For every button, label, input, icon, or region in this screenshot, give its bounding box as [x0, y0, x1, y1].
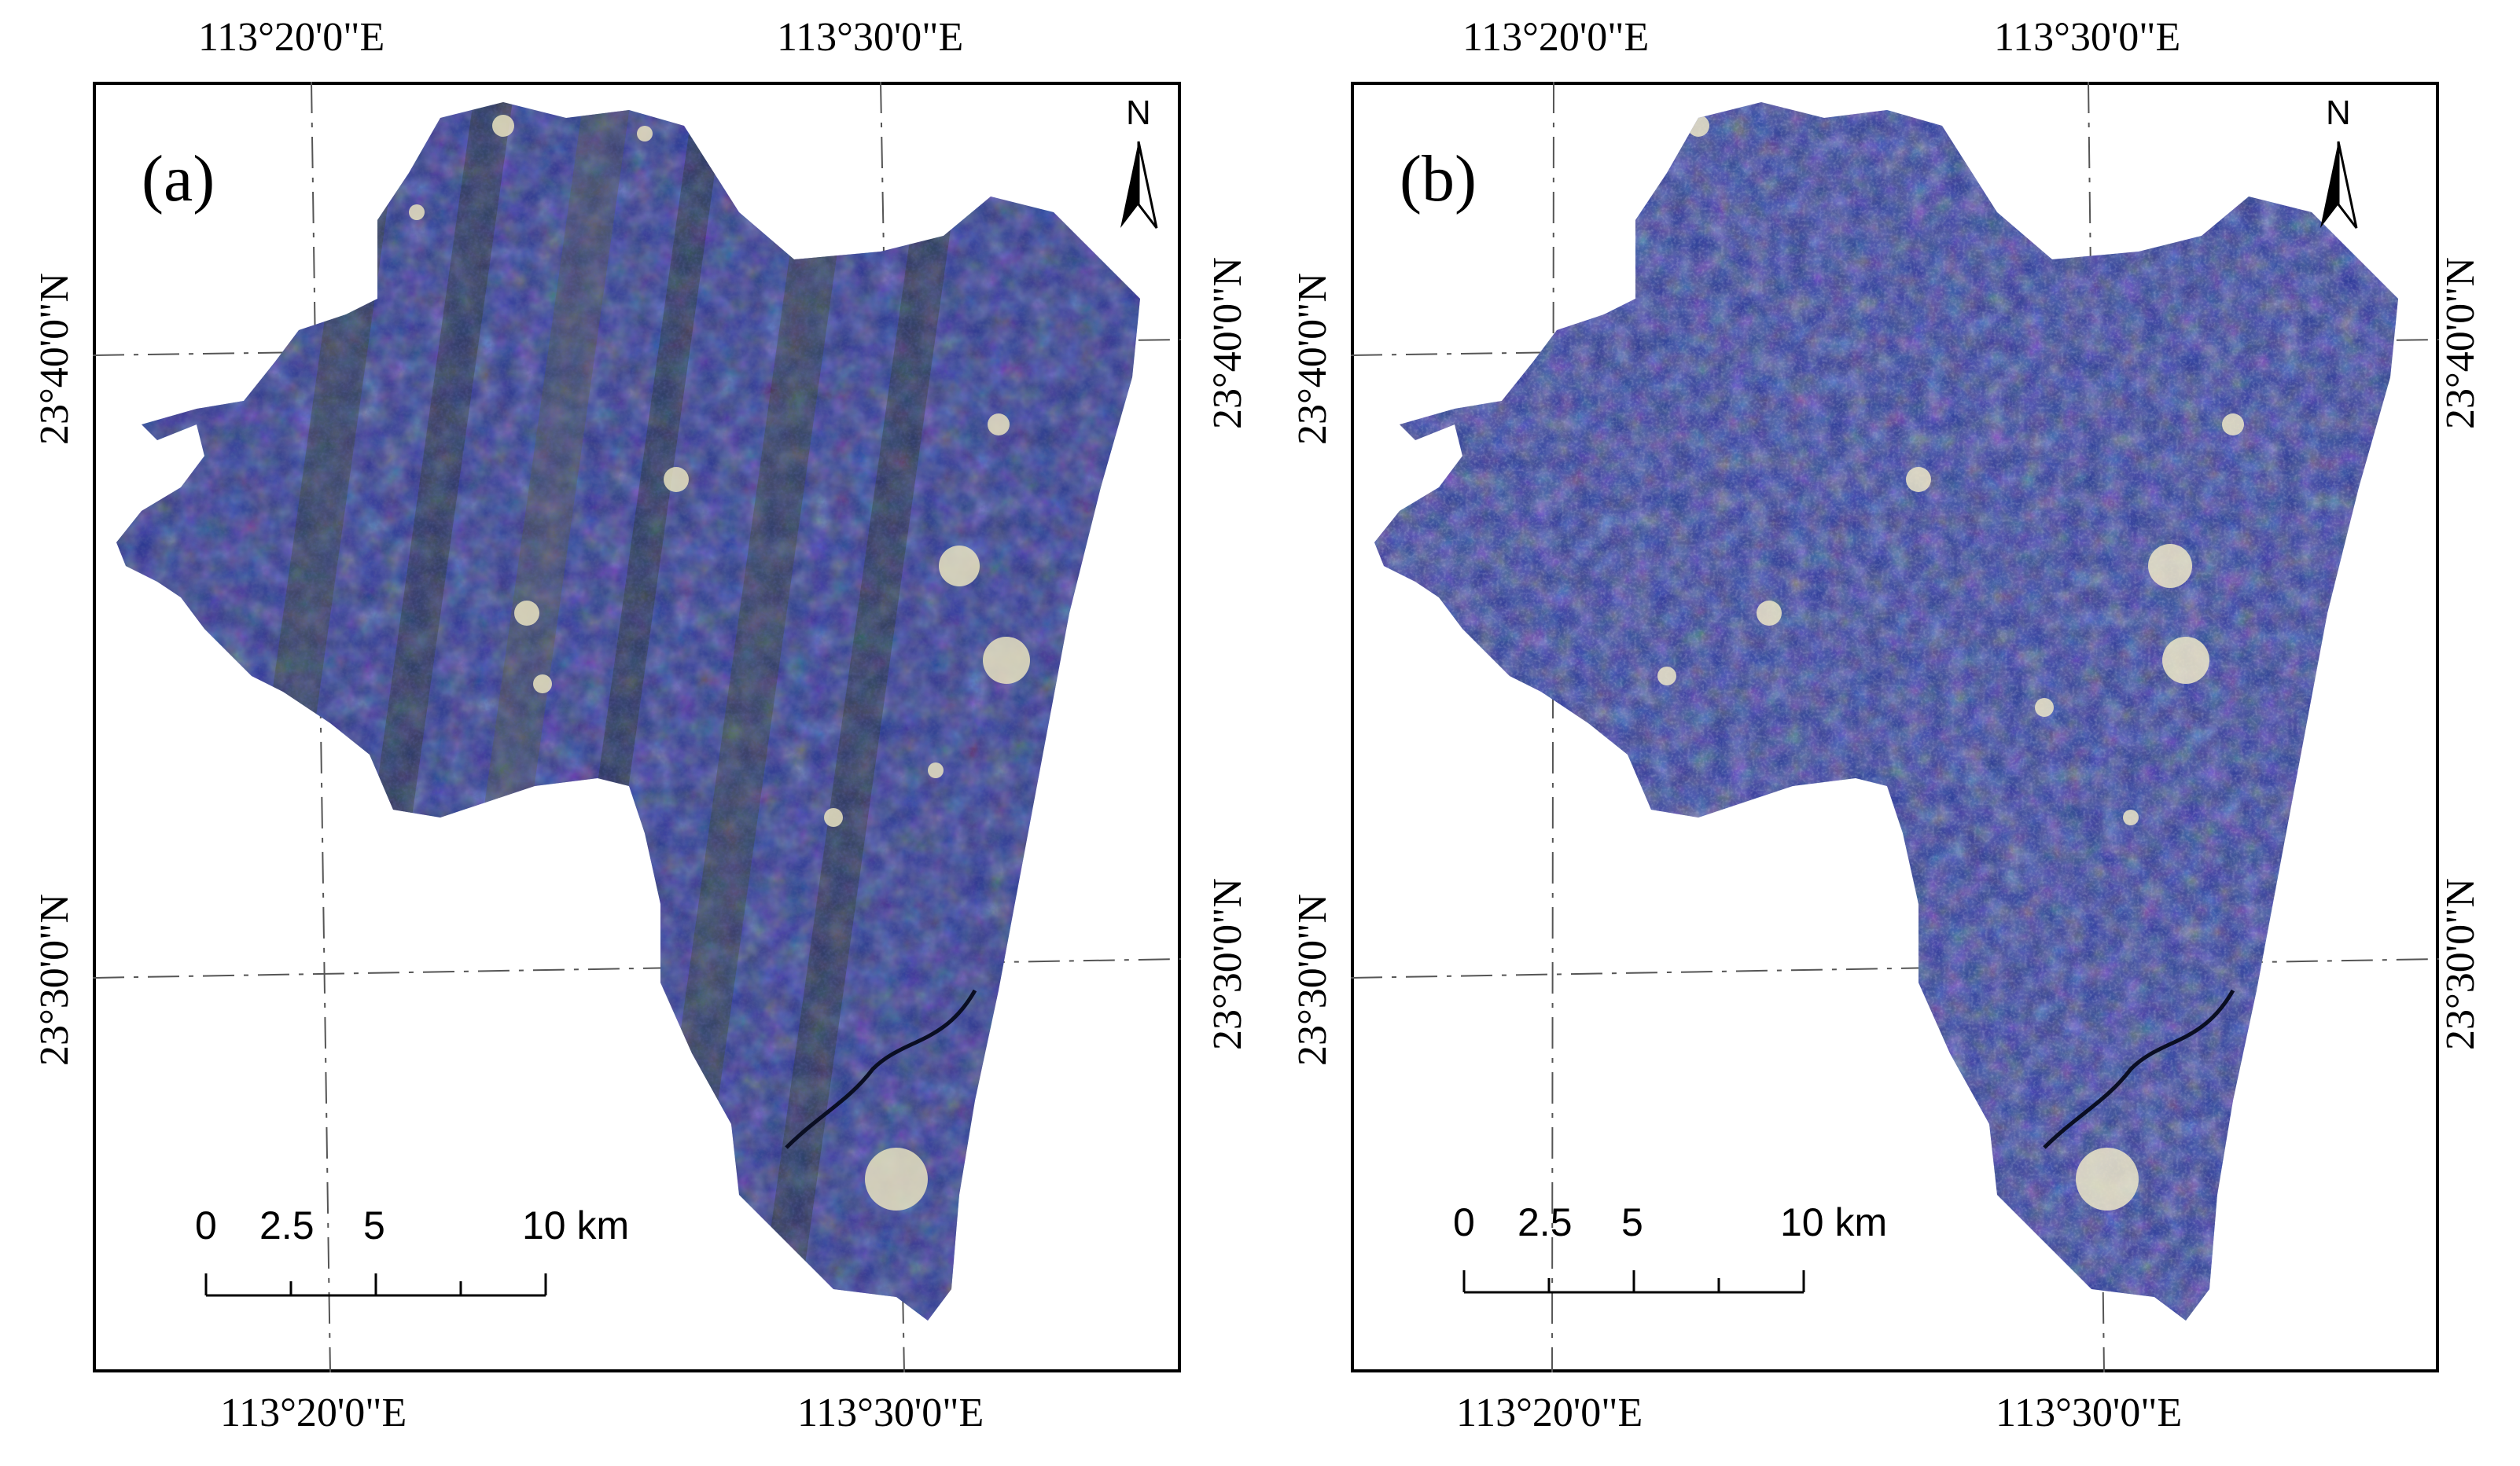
top-lon-label-2: 113°30'0"E — [1994, 15, 2181, 60]
top-lon-label-1: 113°20'0"E — [198, 15, 385, 60]
right-lat-label-2: 23°30'0"N — [1205, 878, 1250, 1050]
panel-b: (b) N 113°20'0"E 113°30'0"E 113°20'0"E 1… — [1258, 0, 2516, 1466]
bottom-lon-label-2: 113°30'0"E — [1996, 1391, 2183, 1435]
scale-tick-2-5: 2.5 — [1518, 1200, 1573, 1244]
satellite-image — [1374, 102, 2398, 1321]
panel-label: (a) — [142, 142, 215, 215]
top-lon-label-1: 113°20'0"E — [1462, 15, 1650, 60]
scale-tick-5: 5 — [363, 1203, 385, 1247]
north-arrow-icon — [1120, 141, 1158, 229]
scale-bar — [204, 1273, 547, 1297]
satellite-image — [116, 102, 1140, 1321]
map-canvas — [1350, 81, 2440, 1373]
bottom-lon-label-1: 113°20'0"E — [1456, 1391, 1643, 1435]
panel-a: (a) N 113°20'0"E 113°30'0"E 113°20'0"E 1… — [0, 0, 1258, 1466]
north-arrow-icon — [2320, 141, 2358, 229]
bottom-lon-label-1: 113°20'0"E — [220, 1391, 407, 1435]
left-lat-label-2: 23°30'0"N — [1290, 894, 1335, 1066]
left-lat-label-1: 23°40'0"N — [1290, 273, 1335, 445]
left-lat-label-2: 23°30'0"N — [32, 894, 77, 1066]
left-lat-label-1: 23°40'0"N — [32, 273, 77, 445]
scale-bar — [1462, 1270, 1805, 1294]
right-lat-label-1: 23°40'0"N — [2438, 257, 2483, 429]
scale-tick-0: 0 — [1453, 1200, 1475, 1244]
right-lat-label-2: 23°30'0"N — [2438, 878, 2483, 1050]
right-lat-label-1: 23°40'0"N — [1205, 257, 1250, 429]
north-label: N — [2326, 94, 2351, 132]
north-label: N — [1126, 94, 1151, 132]
top-lon-label-2: 113°30'0"E — [777, 15, 964, 60]
scale-tick-5: 5 — [1621, 1200, 1643, 1244]
scale-tick-10km: 10 km — [522, 1203, 630, 1247]
scale-tick-0: 0 — [195, 1203, 217, 1247]
scale-tick-10km: 10 km — [1780, 1200, 1888, 1244]
scale-tick-2-5: 2.5 — [259, 1203, 315, 1247]
map-canvas — [92, 81, 1182, 1373]
panel-label: (b) — [1400, 142, 1477, 215]
bottom-lon-label-2: 113°30'0"E — [797, 1391, 984, 1435]
